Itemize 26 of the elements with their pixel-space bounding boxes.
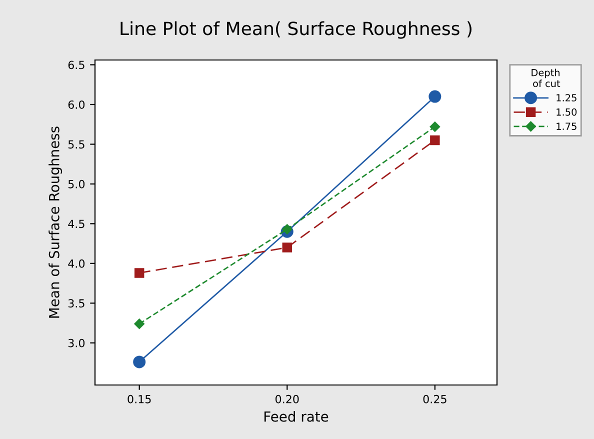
point <box>428 90 442 103</box>
point <box>282 224 292 234</box>
legend-label: 1.50 <box>556 108 577 116</box>
x-tick-label: 0.15 <box>128 394 151 404</box>
point <box>430 122 440 132</box>
point <box>134 268 144 278</box>
y-tick-label: 4.0 <box>68 259 85 268</box>
legend-label: 1.75 <box>556 122 576 130</box>
point <box>430 135 440 146</box>
legend-label: 1.25 <box>556 94 576 102</box>
y-tick-label: 6.0 <box>68 100 85 109</box>
y-tick-label: 4.5 <box>68 220 84 228</box>
y-axis-title: Mean of Surface Roughness <box>48 126 62 318</box>
y-tick-label: 6.5 <box>68 60 84 70</box>
point <box>134 318 144 329</box>
point <box>133 356 146 368</box>
x-tick-label: 0.25 <box>423 394 446 404</box>
y-tick-label: 3.5 <box>68 299 84 308</box>
point <box>282 242 292 252</box>
x-tick-label: 0.20 <box>275 394 299 404</box>
y-tick-label: 3.0 <box>68 338 85 348</box>
x-axis-title: Feed rate <box>264 411 328 422</box>
y-tick-label: 5.0 <box>68 180 85 188</box>
y-tick-label: 5.5 <box>68 140 84 149</box>
legend-title: Depth of cut <box>532 68 560 88</box>
chart-title: Line Plot of Mean( Surface Roughness ) <box>120 21 472 39</box>
